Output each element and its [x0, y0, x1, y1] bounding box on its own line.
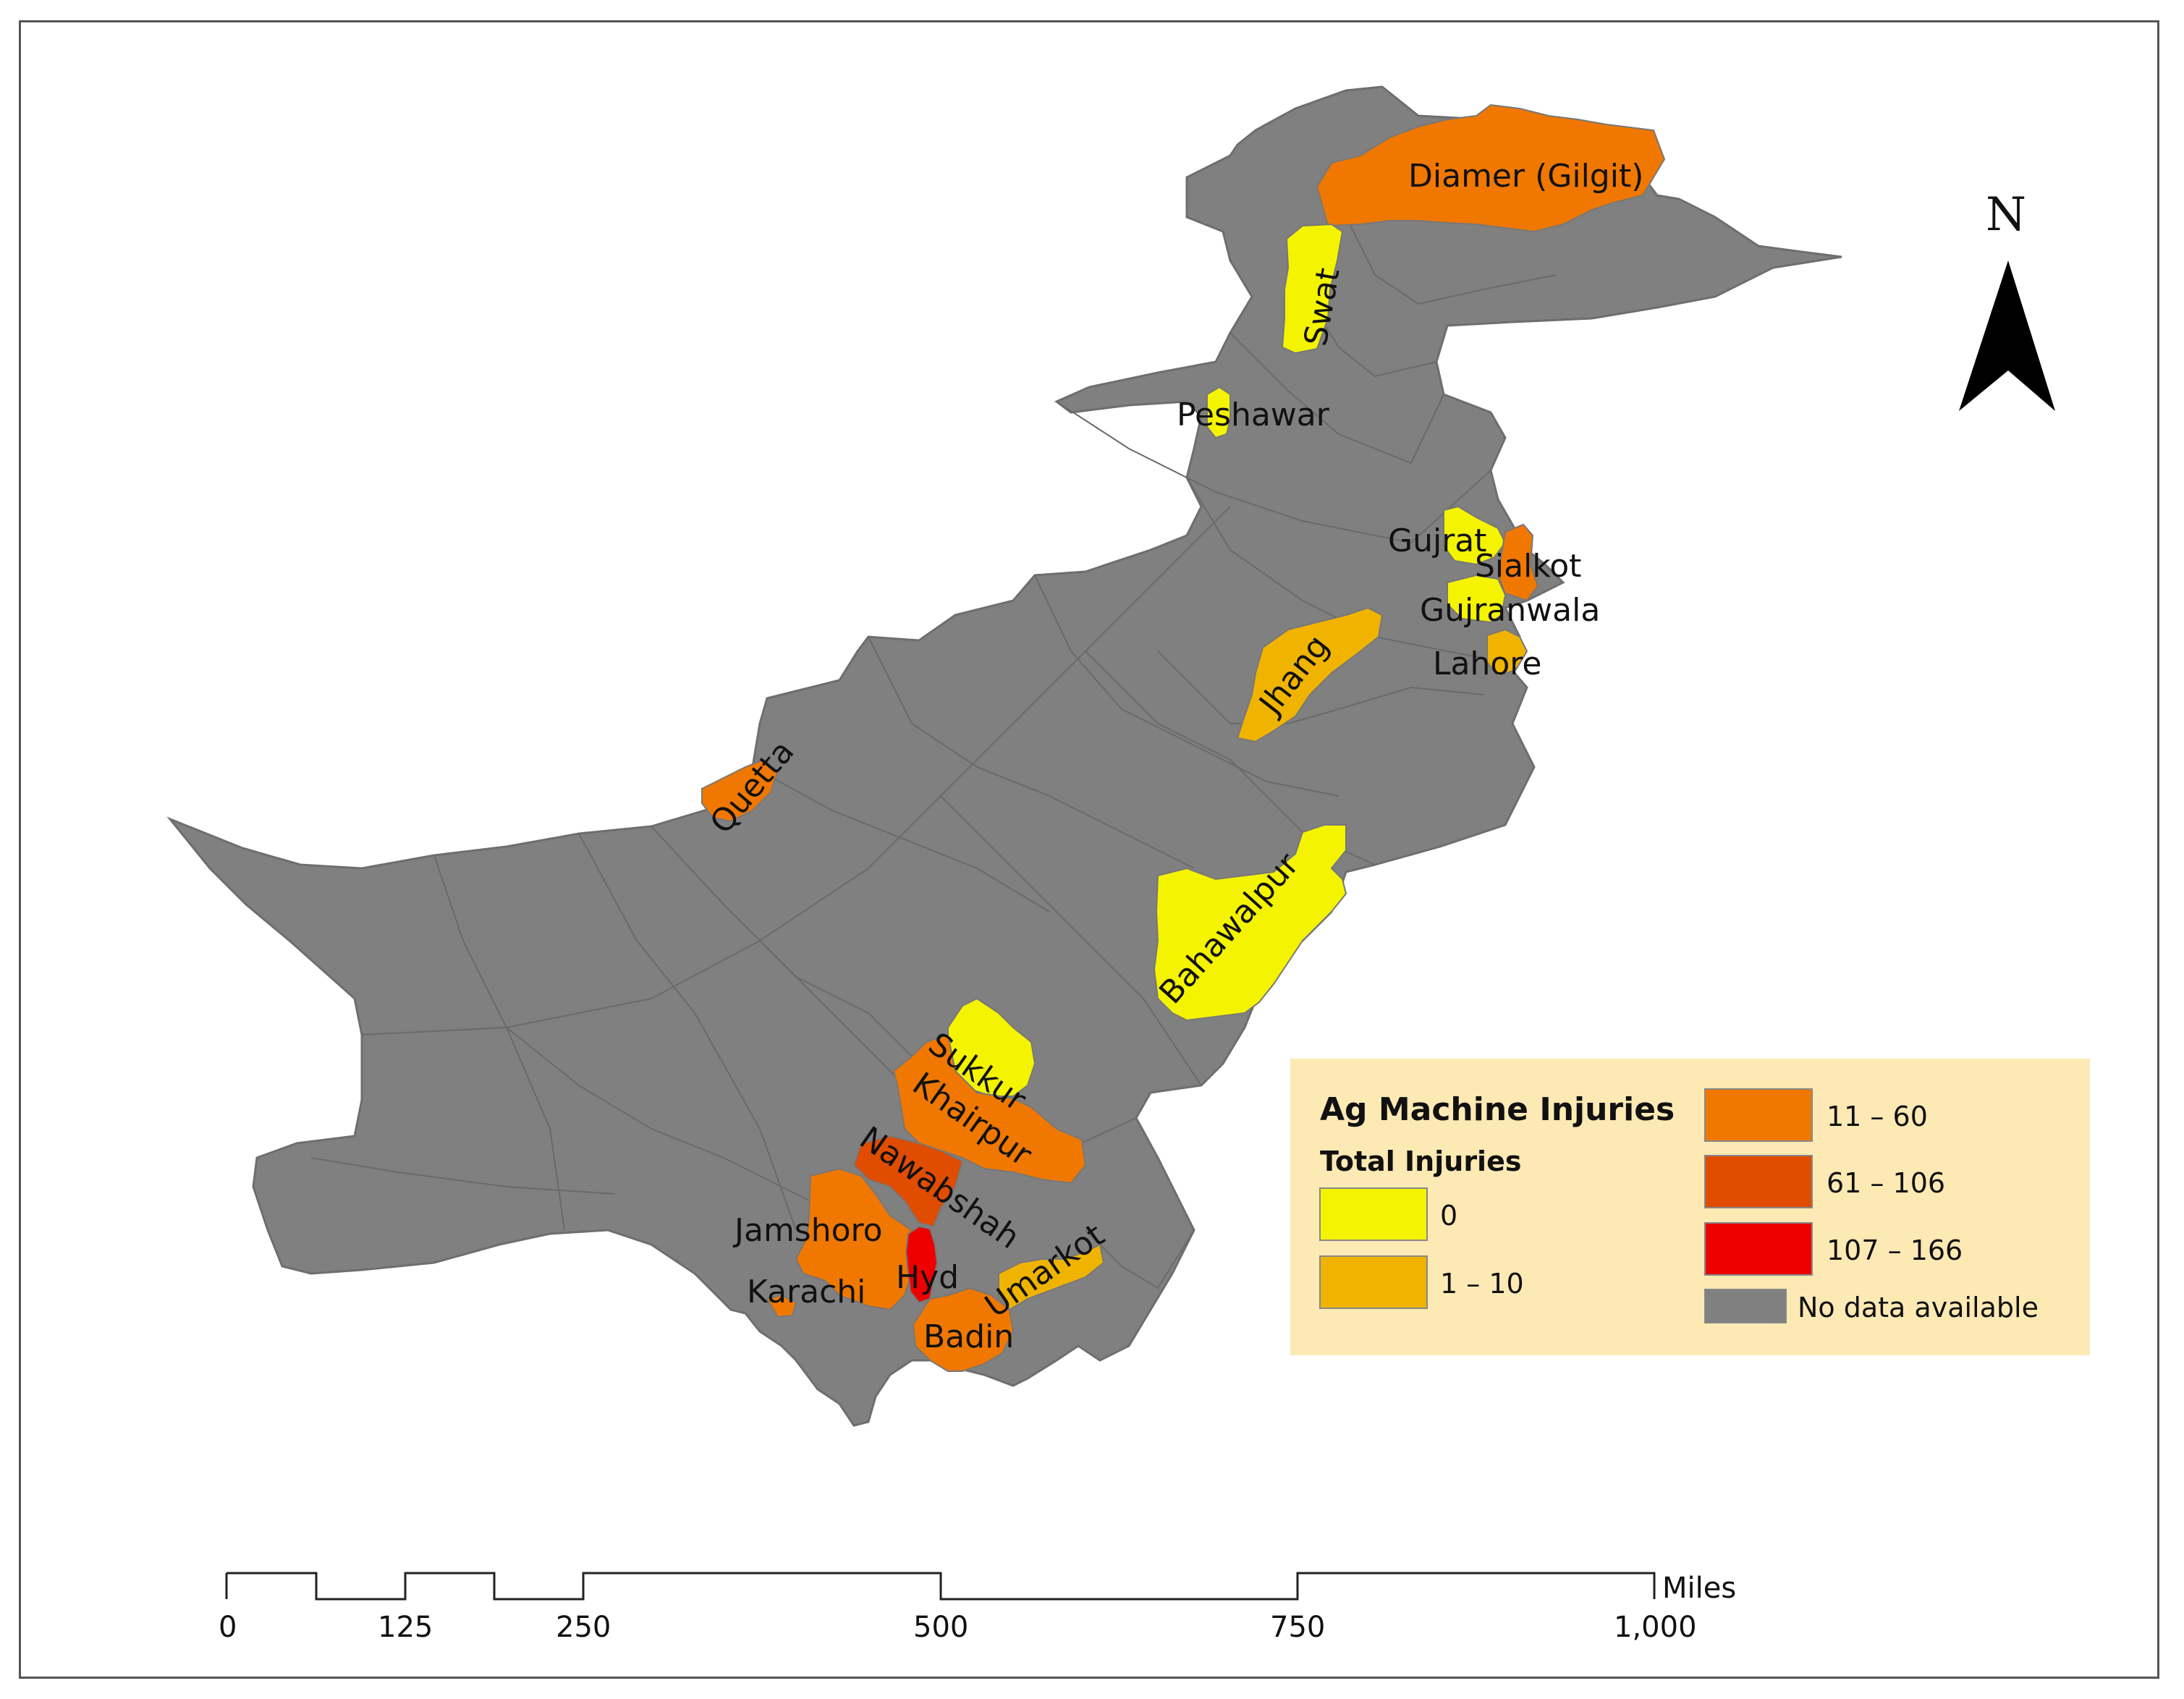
scale-tick-4: 750: [1270, 1611, 1325, 1644]
district-lahore: [1486, 628, 1528, 678]
north-label: N: [1986, 188, 2026, 242]
north-arrow: N: [1959, 188, 2055, 411]
district-peshawar: [1206, 386, 1231, 439]
legend-swatch-1: [1319, 1255, 1428, 1309]
legend-label-3: 61 – 106: [1827, 1167, 1945, 1199]
legend-swatch-3: [1704, 1155, 1813, 1208]
label-gujranwala: Gujranwala: [1420, 592, 1600, 629]
district-khairpur: [892, 1033, 1087, 1185]
district-hyd: [905, 1225, 939, 1304]
label-peshawar: Peshawar: [1177, 397, 1330, 433]
legend-label-5: No data available: [1798, 1292, 2039, 1323]
legend-subtitle: Total Injuries: [1320, 1145, 1521, 1177]
district-karachi: [766, 1294, 797, 1318]
district-badin: [912, 1287, 1015, 1372]
scale-labels: Miles 0 125 250 500 750 1,000: [219, 1572, 1736, 1644]
scale-unit: Miles: [1662, 1572, 1736, 1605]
label-karachi: Karachi: [747, 1274, 865, 1310]
label-jamshoro: Jamshoro: [732, 1212, 883, 1249]
legend-swatch-0: [1319, 1187, 1428, 1241]
district-swat: [1281, 223, 1344, 355]
legend-swatch-2: [1704, 1088, 1813, 1142]
district-shapes: [701, 103, 1666, 1372]
scale-tick-2: 250: [556, 1611, 611, 1644]
district-diamer: [1316, 103, 1666, 233]
district-jhang: [1236, 606, 1384, 743]
legend-label-0: 0: [1440, 1200, 1457, 1232]
district-sialkot: [1497, 523, 1539, 602]
legend-title: Ag Machine Injuries: [1320, 1091, 1675, 1128]
label-gujrat: Gujrat: [1388, 522, 1487, 559]
legend-label-1: 1 – 10: [1440, 1268, 1524, 1300]
scale-bar: [225, 1572, 1656, 1601]
district-boundaries: [310, 216, 1557, 1289]
legend-swatch-4: [1704, 1222, 1813, 1276]
label-hyd: Hyd: [896, 1259, 959, 1296]
district-gujrat: [1443, 505, 1507, 566]
district-quetta: [701, 758, 779, 823]
label-sialkot: Sialkot: [1475, 548, 1581, 585]
legend-label-4: 107 – 166: [1827, 1234, 1963, 1266]
scale-tick-3: 500: [913, 1611, 968, 1644]
legend-swatch-5: [1704, 1289, 1787, 1323]
district-nawabshah: [852, 1135, 964, 1228]
district-bahawalpur: [1153, 824, 1347, 1022]
district-gujranwala: [1447, 574, 1507, 624]
scale-tick-1: 125: [378, 1611, 433, 1644]
label-diamer: Diamer (Gilgit): [1408, 158, 1643, 195]
legend-label-2: 11 – 60: [1827, 1101, 1928, 1132]
label-badin: Badin: [923, 1318, 1014, 1355]
north-arrow-icon: [1959, 260, 2055, 411]
map-frame: [19, 20, 2159, 1679]
scale-tick-0: 0: [219, 1611, 237, 1644]
district-jamshoro: [795, 1167, 920, 1311]
label-lahore: Lahore: [1433, 645, 1541, 682]
legend: Ag Machine Injuries Total Injuries 0 1 –…: [1290, 1059, 2090, 1355]
scale-tick-5: 1,000: [1614, 1611, 1697, 1644]
